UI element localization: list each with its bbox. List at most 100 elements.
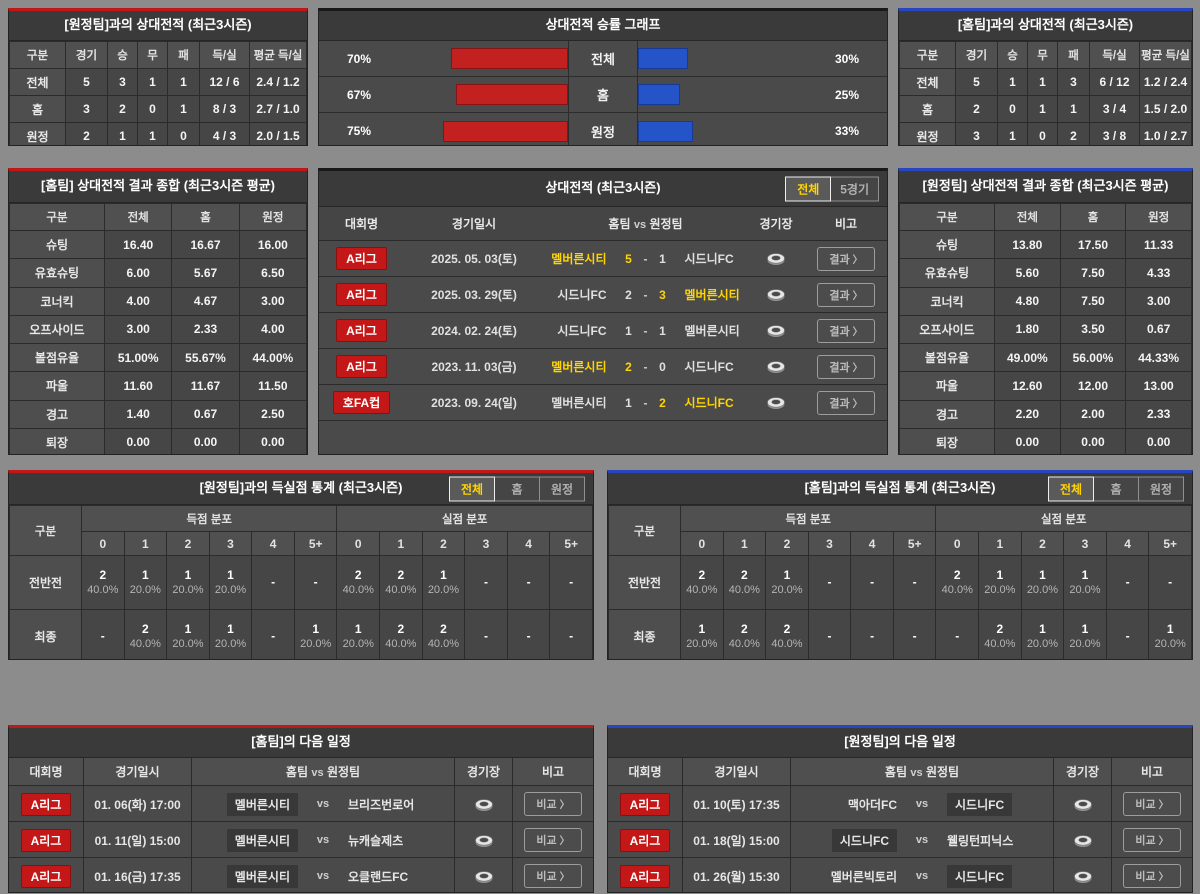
result-button[interactable]: 결과 〉 <box>817 318 875 343</box>
stat-away: 44.33% <box>1125 342 1192 373</box>
home-score: 2 <box>625 287 632 302</box>
cell-games: 5 <box>955 68 998 96</box>
h2h-away-table: 구분 경기 승 무 패 득/실 평균 득/실 전체 5 3 1 1 12 / 6 2.4 /… <box>9 41 307 145</box>
cell: 1 20.0% <box>166 609 210 659</box>
home-team-name: 시드니FC <box>831 828 897 852</box>
compare-button[interactable]: 비교 〉 <box>1123 792 1181 816</box>
score-separator: - <box>643 287 648 302</box>
filter-toggle[interactable]: 전체 <box>785 176 832 201</box>
stadium-icon[interactable] <box>473 797 495 812</box>
table-row: 원정 2 1 1 0 4 / 3 2.0 / 1.5 <box>9 122 307 145</box>
cell: - <box>251 555 295 610</box>
bin-header: 3 <box>464 531 508 556</box>
result-button[interactable]: 결과 〉 <box>817 390 875 415</box>
compare-button[interactable]: 비교 〉 <box>524 864 582 888</box>
table-row: 볼점유율 51.00% 55.67% 44.00% <box>9 342 307 373</box>
schedule-row-item: A리그 01. 16(금) 17:35 멜버른시티 vs 오클랜드FC <box>9 858 593 892</box>
panel-title-text: [원정팀]과의 득실점 통계 (최근3시즌) <box>199 480 403 495</box>
match-row: A리그 2024. 02. 24(토) 시드니FC 1 - 1 멜버른시티 <box>319 313 887 349</box>
stat-home: 0.00 <box>171 427 240 454</box>
stadium-icon[interactable] <box>765 359 787 374</box>
home-team-name: 멜버른시티 <box>226 792 298 816</box>
match-list-header: 대회명 경기일시 홈팀 vs 원정팀 경기장 비고 <box>319 207 887 241</box>
away-score: 0 <box>659 359 666 374</box>
away-team-name: 뉴캐슬제츠 <box>348 833 404 848</box>
column-header: 무 <box>137 41 168 69</box>
schedule-row-item: A리그 01. 11(일) 15:00 멜버른시티 vs 뉴캐슬제츠 <box>9 822 593 858</box>
schedule-row-item: A리그 01. 10(토) 17:35 맥아더FC vs 시드니FC <box>608 786 1192 822</box>
league-badge: A리그 <box>20 792 72 816</box>
header-vs-label: vs <box>910 767 923 779</box>
compare-button[interactable]: 비교 〉 <box>524 792 582 816</box>
table-row: 유효슈팅 5.60 7.50 4.33 <box>899 258 1192 288</box>
cell: 2 40.0% <box>81 555 125 610</box>
header-league: 대회명 <box>608 758 683 786</box>
result-button[interactable]: 결과 〉 <box>817 282 875 307</box>
column-header: 승 <box>107 41 138 69</box>
chevron-right-icon: 〉 <box>852 290 863 302</box>
panel-title: [홈팀]의 다음 일정 <box>9 728 593 758</box>
filter-toggle[interactable]: 전체 <box>1048 476 1094 501</box>
chevron-right-icon: 〉 <box>1158 800 1169 811</box>
cell: 1 20.0% <box>166 555 210 610</box>
filter-toggle[interactable]: 5경기 <box>830 176 879 201</box>
column-header: 원정 <box>1125 203 1192 231</box>
cell-wins: 1 <box>107 122 138 145</box>
column-header: 원정 <box>238 203 307 231</box>
filter-toggle[interactable]: 원정 <box>1138 476 1184 501</box>
header-row: 구분 전체 홈 원정 <box>9 203 307 231</box>
cell: 1 20.0% <box>1020 609 1065 659</box>
table-row: 코너킥 4.80 7.50 3.00 <box>899 286 1192 316</box>
filter-toggle[interactable]: 홈 <box>494 476 540 501</box>
stat-total: 4.80 <box>994 286 1061 316</box>
stat-label: 유효슈팅 <box>899 258 995 288</box>
stadium-icon[interactable] <box>473 833 495 848</box>
header-stadium: 경기장 <box>1054 758 1112 786</box>
stadium-icon[interactable] <box>765 287 787 302</box>
panel-title: [원정팀]과의 상대전적 (최근3시즌) <box>9 11 307 41</box>
away-winrate-value: 25% <box>834 87 859 102</box>
stat-away: 4.33 <box>1125 258 1192 288</box>
compare-button[interactable]: 비교 〉 <box>1123 864 1181 888</box>
league-badge: A리그 <box>20 828 72 852</box>
result-button[interactable]: 결과 〉 <box>817 246 875 271</box>
filter-toggle[interactable]: 원정 <box>539 476 585 501</box>
panel-title-text: 상대전적 (최근3시즌) <box>545 180 661 195</box>
winrate-row: 67% 홈 25% <box>319 77 887 113</box>
stadium-icon[interactable] <box>765 395 787 410</box>
panel-title: [홈팀] 상대전적 결과 종합 (최근3시즌 평균) <box>9 171 307 203</box>
away-score: 1 <box>659 323 666 338</box>
league-badge: A리그 <box>619 864 671 888</box>
column-header: 경기 <box>955 41 998 69</box>
stat-label: 볼점유율 <box>9 342 105 373</box>
stat-away: 2.33 <box>1125 399 1192 429</box>
stadium-icon[interactable] <box>765 251 787 266</box>
stat-home: 17.50 <box>1059 229 1127 260</box>
row-label: 홈 <box>9 95 66 123</box>
stadium-icon[interactable] <box>473 869 495 884</box>
goal-dist-row: 최종 - 2 40.0% 1 20.0% 1 20.0% - 1 20.0% 1 20.0… <box>9 609 593 659</box>
result-button[interactable]: 결과 〉 <box>817 354 875 379</box>
compare-button[interactable]: 비교 〉 <box>1123 828 1181 852</box>
away-score: 2 <box>659 395 666 410</box>
column-header: 홈 <box>171 203 240 231</box>
compare-button[interactable]: 비교 〉 <box>524 828 582 852</box>
filter-toggle[interactable]: 홈 <box>1093 476 1139 501</box>
home-team-name: 맥아더FC <box>847 797 897 812</box>
cell: 2 40.0% <box>722 609 767 659</box>
stadium-icon[interactable] <box>765 323 787 338</box>
home-team-name: 멜버른시티 <box>226 828 298 852</box>
stadium-icon[interactable] <box>1072 833 1094 848</box>
bin-header: 1 <box>978 531 1022 556</box>
stat-total: 4.00 <box>103 286 173 316</box>
league-badge: A리그 <box>336 319 387 342</box>
stadium-icon[interactable] <box>1072 869 1094 884</box>
scored-group-header: 득점 분포 <box>80 505 338 532</box>
filter-toggle[interactable]: 전체 <box>449 476 495 501</box>
row-label: 원정 <box>9 122 66 145</box>
cell-losses: 1 <box>1057 95 1090 123</box>
stadium-icon[interactable] <box>1072 797 1094 812</box>
stats-away-table: 구분 전체 홈 원정 슈팅 13.80 17.50 11.33 유효슈팅 5.60 7… <box>899 203 1192 454</box>
bin-header: 0 <box>935 531 980 556</box>
home-score: 5 <box>625 251 632 266</box>
